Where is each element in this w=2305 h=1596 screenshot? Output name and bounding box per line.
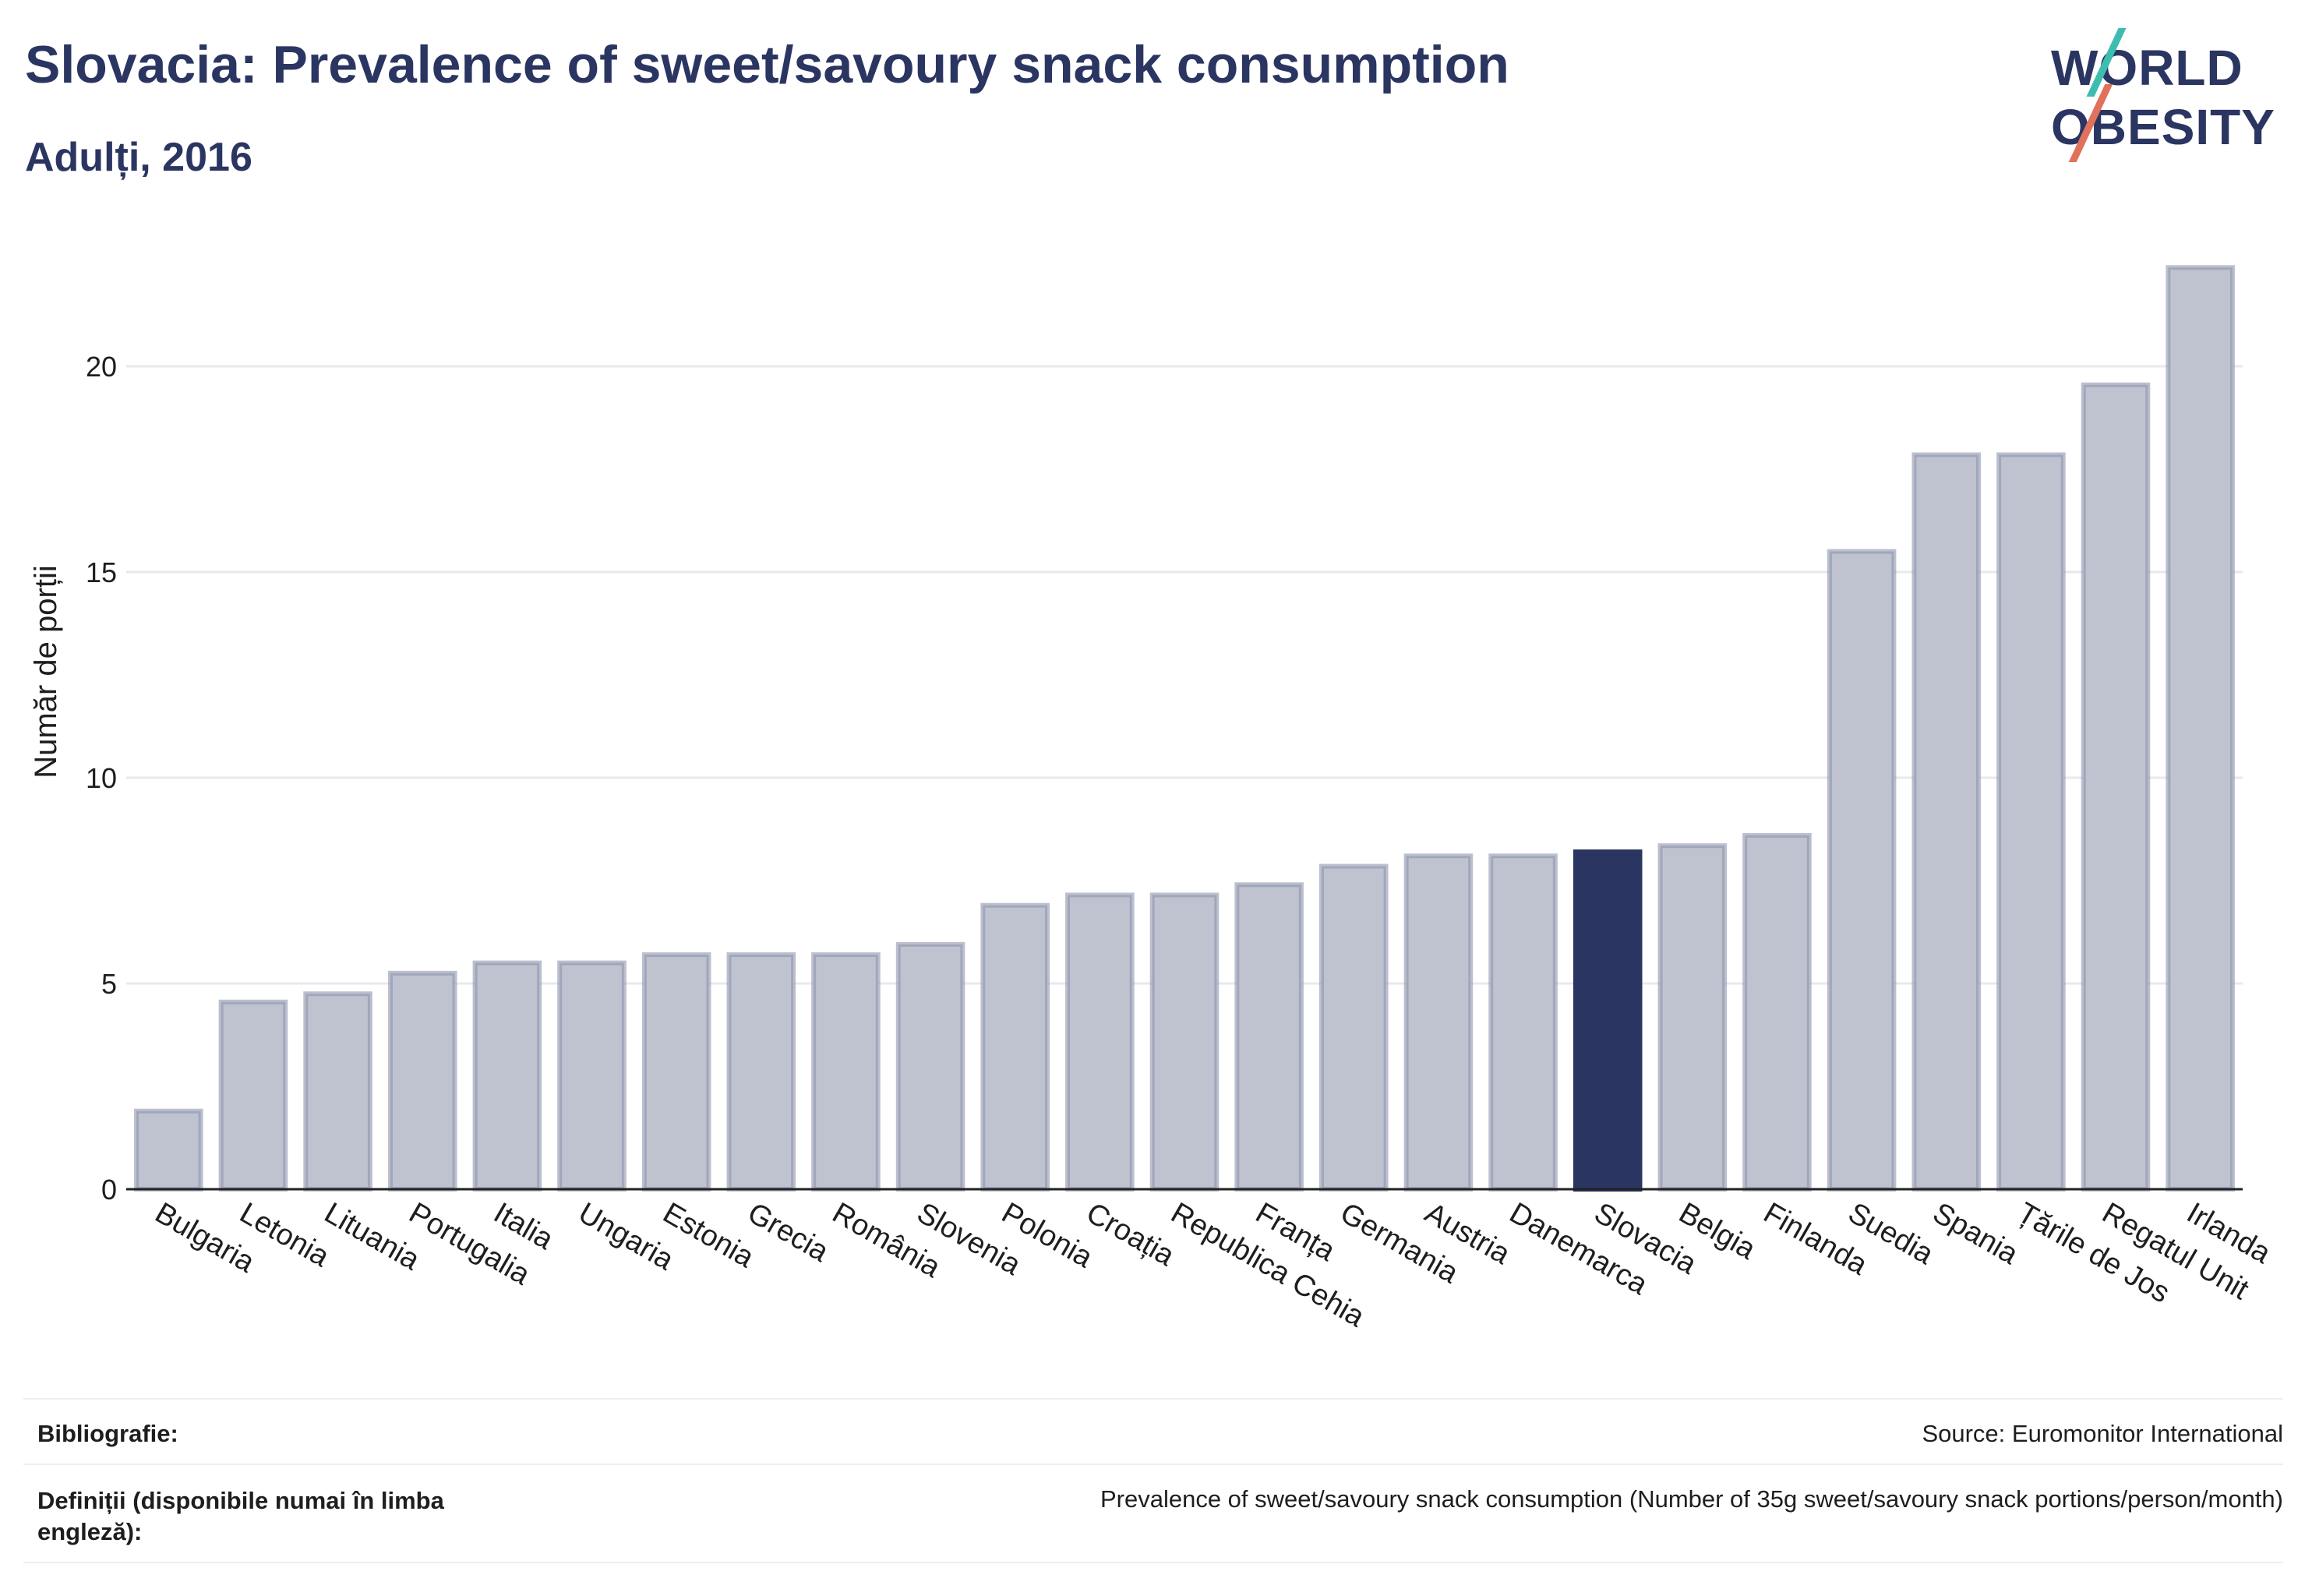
- bar-italia: [472, 960, 542, 1192]
- chart-title: Slovacia: Prevalence of sweet/savoury sn…: [25, 35, 1509, 94]
- bar-românia: [811, 952, 881, 1192]
- bar-portugalia: [387, 970, 457, 1192]
- bar-țările-de-jos: [1996, 452, 2066, 1192]
- bar-germania: [1318, 863, 1389, 1192]
- y-tick-label: 5: [101, 968, 117, 1000]
- bar-slovenia: [895, 941, 965, 1192]
- bar-polonia: [980, 902, 1050, 1192]
- footer-divider: [23, 1398, 2283, 1400]
- bar-grecia: [726, 952, 796, 1192]
- bar-austria: [1403, 853, 1474, 1192]
- bar-slovacia: [1573, 849, 1643, 1192]
- y-tick-label: 10: [86, 762, 117, 794]
- bibliography-row: Bibliografie: Source: Euromonitor Intern…: [23, 1420, 2283, 1459]
- bar-estonia: [641, 952, 711, 1192]
- bibliography-value: Source: Euromonitor International: [1922, 1420, 2283, 1447]
- y-tick-label: 15: [86, 556, 117, 588]
- bar-spania: [1911, 452, 1982, 1192]
- x-tick-label: Grecia: [742, 1196, 835, 1269]
- bar-irlanda: [2166, 265, 2235, 1192]
- bar-bulgaria: [134, 1108, 203, 1192]
- bar-suedia: [1827, 549, 1897, 1192]
- bar-belgia: [1657, 843, 1728, 1192]
- bar-regatul-unit: [2081, 382, 2151, 1192]
- x-tick-label: Lituania: [319, 1196, 425, 1276]
- world-obesity-logo: WORLD OBESITY: [2026, 28, 2291, 168]
- footer-divider: [23, 1464, 2283, 1465]
- bar-chart: 05101520BulgariaLetoniaLituaniaPortugali…: [29, 265, 2277, 1334]
- x-tick-label: Ungaria: [573, 1196, 679, 1276]
- definitions-label: Definiții (disponibile numai în limba en…: [37, 1487, 444, 1545]
- y-tick-label: 20: [86, 351, 117, 383]
- chart-subtitle: Adulți, 2016: [25, 135, 252, 180]
- bar-lituania: [303, 991, 372, 1192]
- x-tick-label: Spania: [1927, 1196, 2024, 1271]
- bar-franța: [1234, 882, 1304, 1192]
- x-tick-label: Croația: [1081, 1196, 1181, 1273]
- x-tick-label: Estonia: [658, 1196, 761, 1274]
- footer-divider: [23, 1562, 2283, 1563]
- logo-text-world: WORLD: [2051, 40, 2243, 96]
- bar-danemarca: [1488, 853, 1558, 1192]
- y-axis-label: Număr de porții: [29, 565, 63, 778]
- bibliography-label: Bibliografie:: [37, 1420, 178, 1447]
- bar-letonia: [218, 999, 288, 1192]
- y-tick-label: 0: [101, 1174, 117, 1206]
- bar-finlanda: [1742, 832, 1812, 1192]
- bar-republica-cehia: [1149, 892, 1220, 1192]
- bar-croația: [1065, 892, 1135, 1192]
- definitions-row: Definiții (disponibile numai în limba en…: [23, 1485, 2283, 1555]
- definitions-value: Prevalence of sweet/savoury snack consum…: [1100, 1485, 2283, 1513]
- bars: [134, 265, 2235, 1192]
- bar-ungaria: [557, 960, 627, 1192]
